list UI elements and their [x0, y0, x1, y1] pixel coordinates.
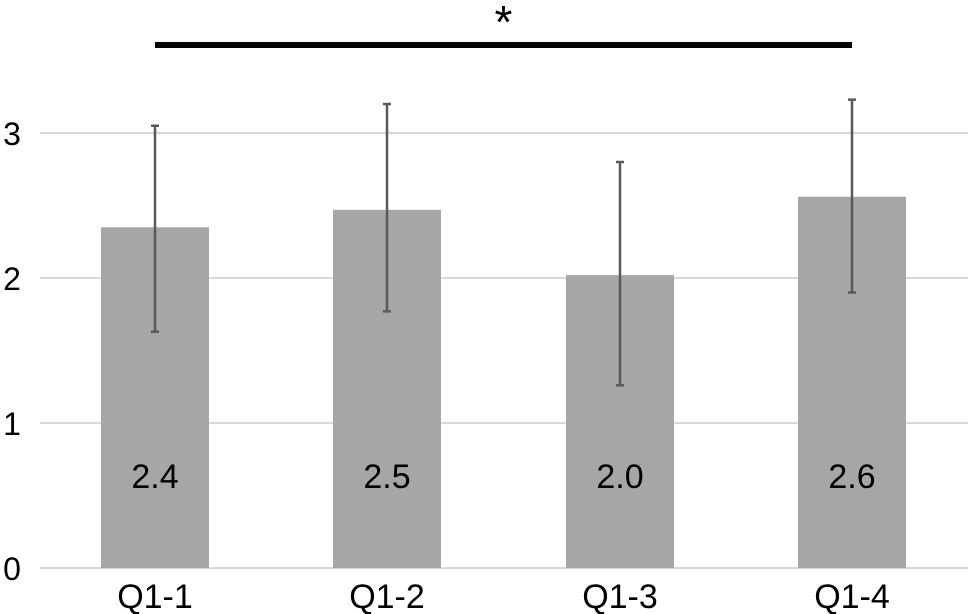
value-label: 2.5 [363, 458, 410, 496]
y-tick-label: 1 [3, 406, 21, 442]
value-label: 2.6 [828, 458, 875, 496]
y-axis-ticks: 0 1 2 3 [3, 116, 21, 587]
x-tick-label: Q1-4 [814, 578, 890, 614]
y-tick-label: 3 [3, 116, 21, 152]
error-bars [151, 98, 856, 387]
x-tick-label: Q1-1 [117, 578, 193, 614]
significance-annotation: * [155, 0, 852, 48]
x-axis-ticks: Q1-1 Q1-2 Q1-3 Q1-4 [117, 578, 890, 614]
y-tick-label: 2 [3, 261, 21, 297]
significance-marker: * [495, 0, 513, 48]
x-tick-label: Q1-2 [349, 578, 425, 614]
value-label: 2.0 [596, 458, 643, 496]
value-labels: 2.4 2.5 2.0 2.6 [131, 458, 875, 496]
bars [101, 196, 906, 569]
x-tick-label: Q1-3 [582, 578, 658, 614]
value-label: 2.4 [131, 458, 178, 496]
y-tick-label: 0 [3, 551, 21, 587]
